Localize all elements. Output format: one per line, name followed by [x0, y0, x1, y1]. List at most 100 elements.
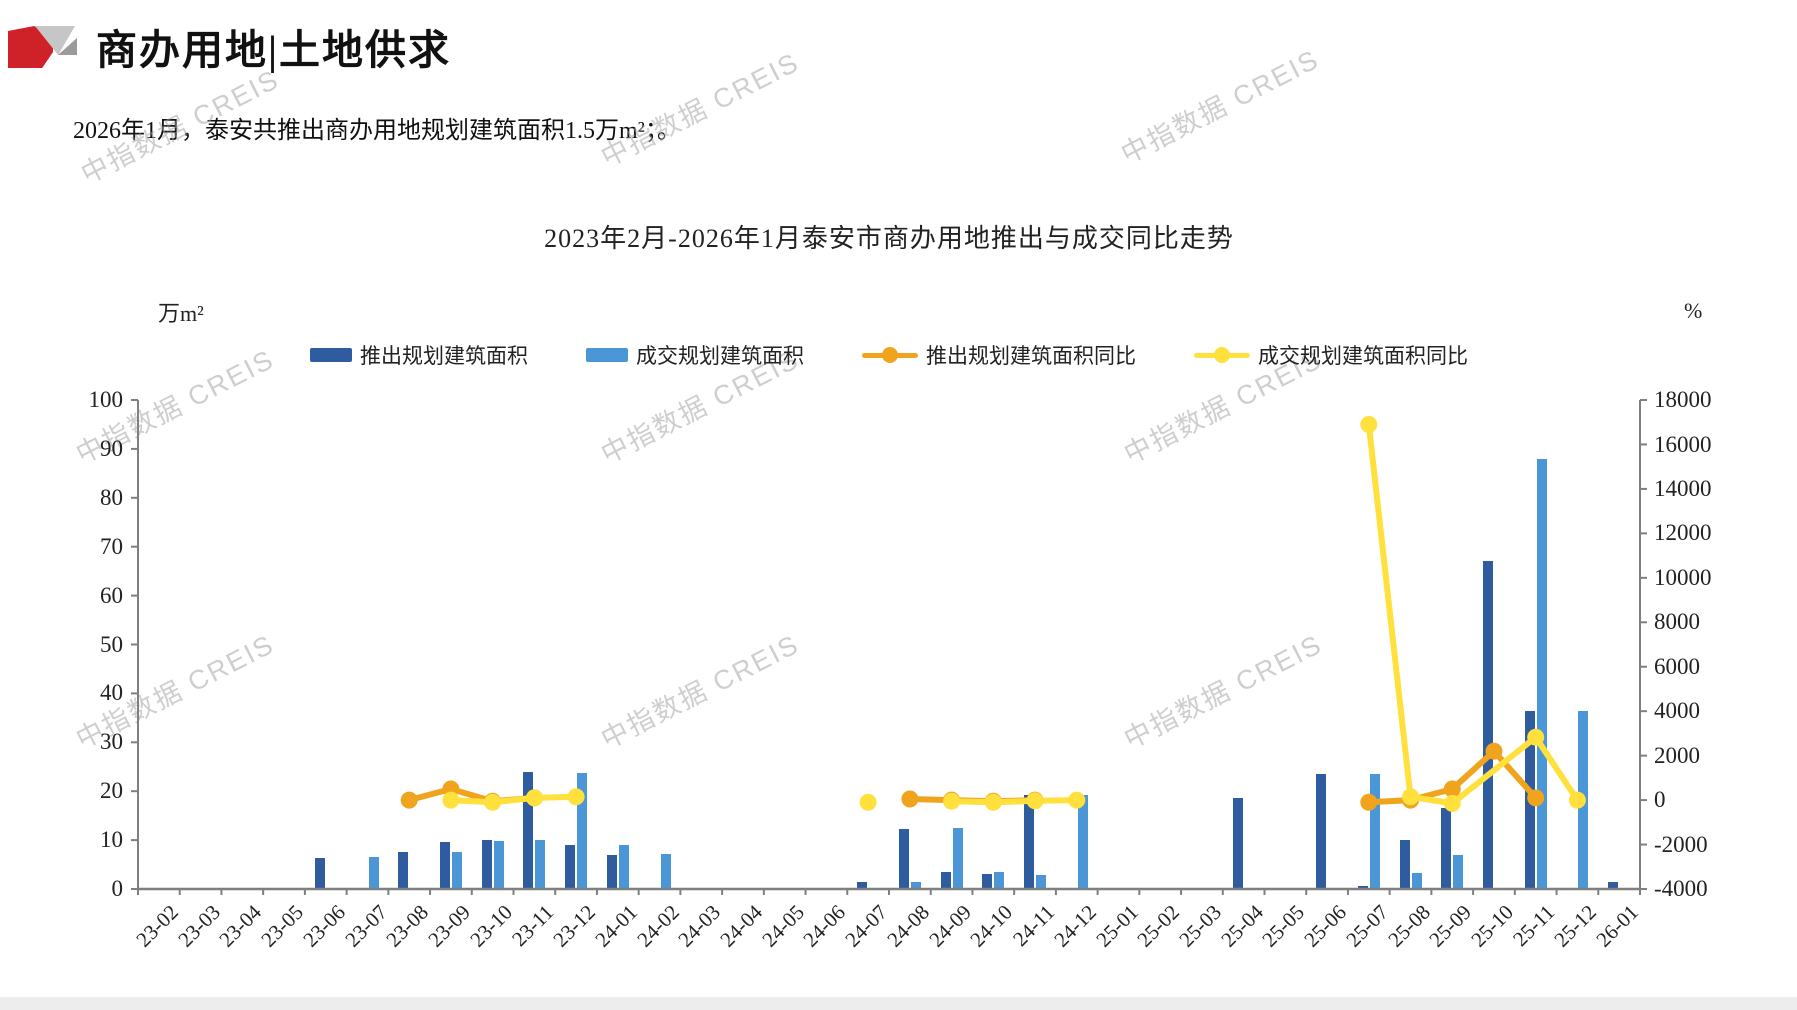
- transaction-yoy-line-swatch: [1194, 347, 1250, 363]
- supply-bar-25-04: [1232, 798, 1243, 889]
- left-axis-tick: 80: [100, 484, 123, 510]
- x-axis-label-25-08: 25-08: [1382, 900, 1435, 952]
- transaction-bar-swatch: [586, 348, 628, 362]
- transaction-bar-24-02: [660, 854, 671, 889]
- left-axis-tick: 20: [100, 778, 123, 804]
- left-axis-tick: 0: [111, 876, 124, 901]
- transaction-bar-23-11: [535, 840, 546, 889]
- supply-bar-swatch: [310, 348, 352, 362]
- right-axis-tick: 14000: [1654, 475, 1712, 501]
- x-axis-label-25-12: 25-12: [1549, 900, 1602, 952]
- right-axis-tick: 18000: [1654, 387, 1712, 412]
- transaction-bar-25-08: [1411, 872, 1422, 889]
- x-axis-label-24-02: 24-02: [631, 900, 684, 952]
- supply-bar-24-08: [898, 828, 909, 889]
- x-axis-label-25-04: 25-04: [1215, 900, 1268, 952]
- legend-item-transaction-yoy: 成交规划建筑面积同比: [1194, 340, 1468, 370]
- x-axis-label-25-09: 25-09: [1424, 900, 1477, 952]
- transaction-bar-23-07: [368, 857, 379, 889]
- transaction-bar-24-10: [994, 871, 1005, 889]
- transaction-bar-25-11: [1536, 458, 1547, 889]
- right-axis-tick: 12000: [1654, 520, 1712, 546]
- supply-bar-25-08: [1399, 840, 1410, 889]
- x-axis-label-23-09: 23-09: [423, 900, 475, 952]
- right-axis-tick: 8000: [1654, 609, 1700, 635]
- chart-title: 2023年2月-2026年1月泰安市商办用地推出与成交同比走势: [544, 224, 1234, 253]
- supply-bar-23-06: [314, 858, 325, 889]
- x-axis-label-24-07: 24-07: [840, 900, 893, 952]
- x-axis-label-25-03: 25-03: [1174, 900, 1226, 952]
- left-axis-tick: 30: [100, 729, 123, 755]
- right-axis-tick: 6000: [1654, 653, 1700, 679]
- left-axis-tick: 100: [88, 387, 124, 412]
- supply-bar-24-10: [982, 874, 993, 889]
- left-axis-tick: 90: [100, 435, 123, 461]
- x-axis-label-24-10: 24-10: [965, 900, 1018, 952]
- x-axis-label-24-12: 24-12: [1049, 900, 1101, 952]
- x-axis-label-25-02: 25-02: [1132, 900, 1185, 952]
- supply-bar-23-11: [523, 771, 534, 889]
- transaction-bar-25-09: [1453, 854, 1464, 889]
- supply-bar-24-07: [857, 881, 868, 889]
- x-axis-label-23-10: 23-10: [464, 900, 517, 952]
- right-axis-tick: 0: [1654, 787, 1666, 813]
- x-axis-label-25-05: 25-05: [1257, 900, 1310, 952]
- creis-logo: [8, 24, 80, 70]
- supply-bar-23-12: [565, 845, 576, 889]
- x-axis-label-23-07: 23-07: [339, 900, 392, 952]
- supply-yoy-line-swatch: [862, 347, 918, 363]
- x-axis-label-24-01: 24-01: [590, 900, 642, 952]
- supply-bar-26-01: [1608, 881, 1619, 889]
- x-axis-label-25-06: 25-06: [1299, 900, 1352, 952]
- x-axis-label-25-01: 25-01: [1090, 900, 1143, 952]
- x-axis-label-23-03: 23-03: [172, 900, 225, 952]
- x-axis-label-24-09: 24-09: [923, 900, 976, 952]
- supply-bar-24-09: [940, 871, 951, 889]
- right-axis-tick: -2000: [1654, 831, 1708, 857]
- right-axis-tick: 10000: [1654, 564, 1712, 590]
- supply-bar-25-07: [1357, 886, 1368, 889]
- x-axis-label-24-03: 24-03: [673, 900, 726, 952]
- legend-label: 推出规划建筑面积: [360, 344, 528, 368]
- left-axis-tick: 50: [100, 631, 123, 657]
- supply-bar-23-08: [398, 852, 409, 889]
- x-axis-label-24-08: 24-08: [882, 900, 934, 952]
- left-axis-unit: 万m²: [158, 301, 204, 326]
- x-axis-label-24-06: 24-06: [798, 900, 851, 952]
- transaction-bar-23-10: [493, 841, 504, 889]
- x-axis-label-23-02: 23-02: [131, 900, 183, 952]
- chart-legend: 推出规划建筑面积 成交规划建筑面积 推出规划建筑面积同比 成交规划建筑面积同比: [138, 340, 1640, 370]
- legend-label: 成交规划建筑面积同比: [1258, 344, 1468, 368]
- legend-item-supply-area: 推出规划建筑面积: [310, 340, 528, 370]
- x-axis-label-23-08: 23-08: [381, 900, 434, 952]
- x-axis-label-23-06: 23-06: [298, 900, 350, 952]
- transaction-bar-24-11: [1036, 874, 1046, 889]
- right-axis-tick: 16000: [1654, 431, 1712, 457]
- transaction-bar-24-01: [618, 845, 629, 889]
- x-axis-label-24-11: 24-11: [1007, 900, 1059, 952]
- left-axis-tick: 70: [100, 533, 123, 559]
- right-axis-tick: -4000: [1654, 876, 1708, 901]
- right-axis-unit: %: [1684, 298, 1703, 323]
- transaction-bar-25-12: [1578, 710, 1589, 889]
- supply-bar-25-06: [1316, 774, 1327, 889]
- transaction-bar-25-07: [1369, 774, 1380, 889]
- legend-label: 推出规划建筑面积同比: [926, 344, 1136, 368]
- x-axis-label-24-05: 24-05: [757, 900, 809, 952]
- x-axis-label-23-04: 23-04: [214, 900, 267, 952]
- legend-item-supply-yoy: 推出规划建筑面积同比: [862, 340, 1136, 370]
- supply-bar-23-10: [481, 840, 492, 889]
- page-title: 商办用地|土地供求: [96, 27, 452, 73]
- x-axis-label-23-12: 23-12: [548, 900, 601, 952]
- supply-bar-25-11: [1524, 710, 1535, 889]
- x-axis-label-24-04: 24-04: [715, 900, 767, 952]
- x-axis-label-23-05: 23-05: [256, 900, 308, 952]
- x-axis-label-25-10: 25-10: [1466, 900, 1518, 952]
- x-axis-label-25-11: 25-11: [1508, 900, 1560, 952]
- supply-bar-25-10: [1483, 561, 1493, 889]
- transaction-bar-23-09: [451, 852, 462, 889]
- transaction-bar-23-12: [577, 773, 588, 889]
- x-axis-label-25-07: 25-07: [1341, 900, 1393, 952]
- transaction-bar-24-12: [1077, 795, 1088, 889]
- summary-text: 2026年1月，泰安共推出商办用地规划建筑面积1.5万m²；。: [73, 118, 681, 144]
